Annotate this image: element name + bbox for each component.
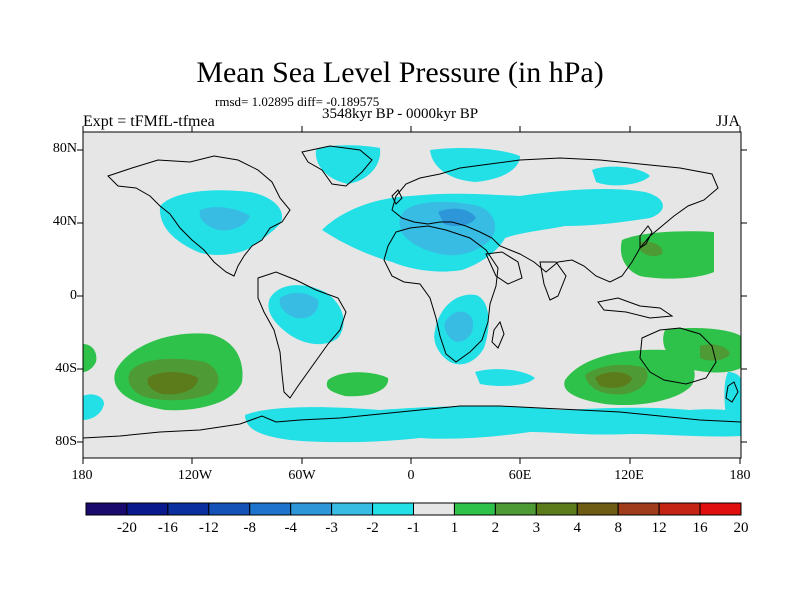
lat-label-80n: 80N	[52, 141, 77, 156]
period-text: 3548kyr BP - 0000kyr BP	[321, 106, 479, 122]
colorbar-swatch	[494, 502, 537, 516]
colorbar-label: -12	[198, 520, 219, 536]
coastlines	[83, 145, 741, 439]
lon-label-120w: 120W	[177, 468, 213, 483]
neg-region-sa-core	[279, 292, 319, 319]
coast-north-america	[107, 155, 291, 277]
coast-greenland	[301, 145, 373, 187]
pos-region-edge-west	[83, 344, 97, 372]
coast-africa	[383, 225, 499, 363]
neg-region-south-indian	[475, 369, 535, 386]
colorbar-label: 3	[532, 520, 541, 536]
lat-label-0: 0	[70, 288, 77, 303]
colorbar-swatch	[576, 502, 619, 516]
colorbar-label: -8	[243, 520, 257, 536]
colorbar-label: 4	[573, 520, 582, 536]
pos-region-nwp-core	[640, 241, 663, 257]
lon-label-120e: 120E	[614, 468, 644, 483]
colorbar-swatch	[453, 502, 496, 516]
pos-region-northwest-pacific	[620, 231, 714, 279]
colorbar-swatch	[413, 502, 455, 516]
colorbar-swatch	[535, 502, 578, 516]
lon-label-180w: 180	[71, 468, 93, 483]
neg-region-arctic-3	[592, 166, 650, 186]
lon-label-60w: 60W	[288, 468, 316, 483]
colorbar-swatch	[126, 502, 169, 516]
neg-region-africa-core	[444, 311, 474, 342]
colorbar-swatch	[617, 502, 660, 516]
pos-region-tasman-mid	[700, 344, 730, 361]
coast-madagascar	[491, 320, 505, 349]
map-border	[82, 131, 742, 459]
experiment-label: Expt = tFMfL-tfmea	[83, 113, 215, 130]
lat-label-40n: 40N	[52, 214, 77, 229]
neg-region-arctic-2	[430, 148, 520, 182]
colorbar-swatch	[331, 502, 374, 516]
colorbar-label: -2	[366, 520, 379, 536]
coast-new-zealand	[725, 381, 739, 403]
lon-label-180e: 180	[729, 468, 751, 483]
colorbar-swatch	[658, 502, 701, 516]
colorbar-label: -4	[284, 520, 297, 536]
colorbar-label: 1	[450, 520, 459, 536]
coast-arabia	[485, 251, 523, 285]
colorbar-label: -1	[407, 520, 420, 536]
pos-region-si-core	[595, 372, 632, 388]
neg-region-west-pacific-south	[83, 394, 104, 420]
colorbar-label: 2	[491, 520, 500, 536]
anomaly-field	[83, 132, 741, 458]
map-title: Mean Sea Level Pressure (in hPa)	[196, 56, 604, 89]
coast-eurasia	[391, 157, 719, 283]
lon-label-0: 0	[407, 468, 415, 483]
coast-india	[539, 261, 567, 301]
axis-ticks	[77, 126, 747, 464]
colorbar-swatch	[249, 502, 292, 516]
colorbar-swatch	[167, 502, 210, 516]
colorbar-swatch	[290, 502, 333, 516]
lat-label-40s: 40S	[55, 361, 77, 376]
colorbar-label: 20	[733, 520, 749, 536]
coast-indonesia	[597, 297, 674, 319]
colorbar-swatch	[85, 502, 128, 516]
colorbar-label: -20	[116, 520, 137, 536]
colorbar-swatch	[699, 502, 742, 516]
neg-region-arctic-1	[315, 145, 381, 184]
neg-region-na-core	[199, 207, 250, 231]
coast-south-america	[257, 271, 347, 399]
coast-australia	[639, 327, 717, 385]
season-label: JJA	[716, 113, 741, 130]
lon-label-60e: 60E	[508, 468, 532, 483]
colorbar-swatch	[372, 502, 414, 516]
colorbar-label: -16	[157, 520, 178, 536]
colorbar-label: 8	[614, 520, 622, 536]
coast-uk	[391, 189, 403, 205]
coast-japan	[639, 225, 653, 249]
pos-region-south-atlantic	[326, 372, 389, 397]
stats-text: rmsd= 1.02895 diff= -0.189575	[215, 94, 380, 109]
colorbar-label: -3	[325, 520, 338, 536]
lat-label-80s: 80S	[55, 434, 77, 449]
coast-antarctica	[83, 405, 741, 439]
colorbar-label: 16	[692, 520, 708, 536]
colorbar	[85, 502, 742, 516]
pos-region-sp-core	[147, 372, 198, 395]
colorbar-swatch	[208, 502, 251, 516]
colorbar-label: 12	[651, 520, 667, 536]
